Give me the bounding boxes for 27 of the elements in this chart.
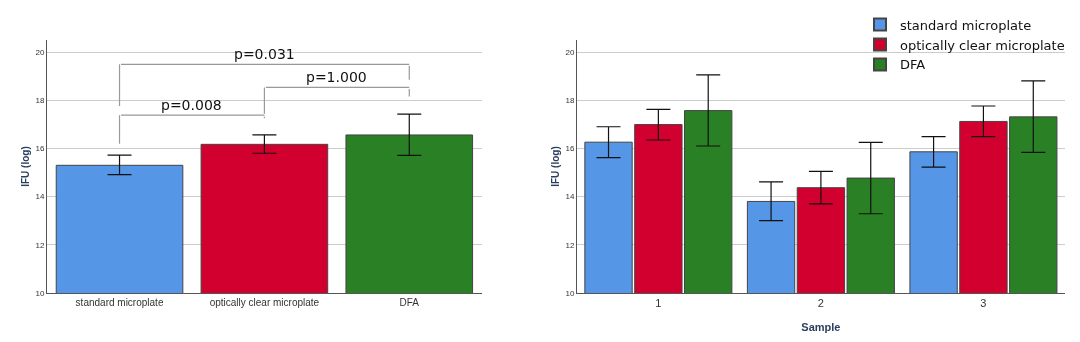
legend-label: standard microplate (900, 17, 1032, 33)
annotation: p=0.008 (161, 97, 222, 113)
legend-label: DFA (900, 57, 926, 73)
x-axis-title: Sample (801, 321, 841, 334)
annotation: p=1.000 (306, 69, 367, 85)
y-tick-label: 16 (35, 144, 46, 154)
y-axis-title: IFU (log) (549, 146, 561, 187)
y-tick-label: 18 (565, 96, 576, 106)
y-tick-label: 14 (565, 192, 576, 202)
annotation: p=0.031 (234, 46, 295, 62)
y-tick-label: 20 (565, 47, 576, 57)
y-axis-title: IFU (log) (19, 146, 31, 187)
x-tick-label: 3 (980, 297, 987, 310)
y-tick-label: 16 (565, 144, 576, 154)
x-tick-label: standard microplate (75, 297, 164, 308)
x-tick-label: 1 (655, 297, 662, 310)
x-tick-label: 2 (817, 297, 824, 310)
legend-label: optically clear microplate (900, 37, 1065, 53)
y-tick-label: 12 (35, 240, 46, 250)
x-tick-label: optically clear microplate (209, 297, 320, 308)
y-tick-label: 10 (565, 288, 576, 298)
x-tick-label: DFA (399, 297, 420, 308)
y-tick-label: 10 (35, 288, 46, 298)
y-tick-label: 18 (35, 96, 46, 106)
y-tick-label: 20 (35, 47, 46, 57)
y-tick-label: 12 (565, 240, 576, 250)
y-tick-label: 14 (35, 192, 46, 202)
